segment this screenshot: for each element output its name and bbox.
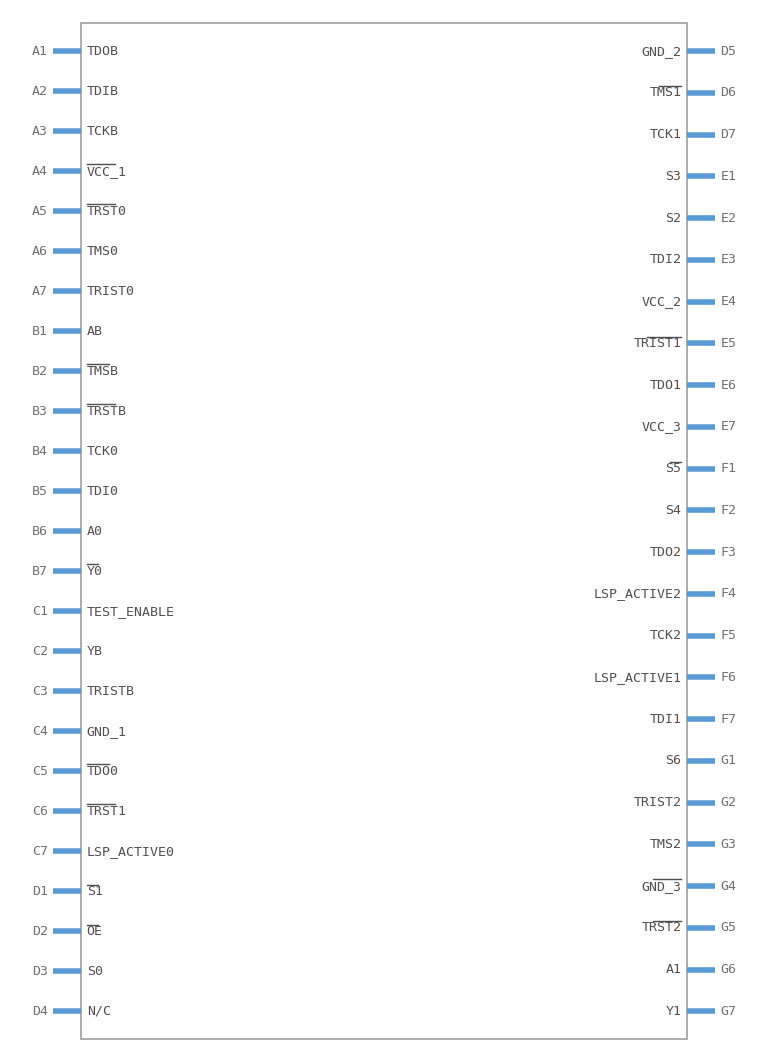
Text: TRST2: TRST2 (641, 922, 681, 934)
Text: C2: C2 (31, 645, 48, 658)
Text: TRISTB: TRISTB (87, 685, 134, 697)
Text: E6: E6 (720, 379, 737, 391)
Text: TEST_ENABLE: TEST_ENABLE (87, 605, 174, 618)
Text: B5: B5 (31, 485, 48, 498)
Text: G1: G1 (720, 754, 737, 767)
Text: S5: S5 (665, 462, 681, 476)
Text: C6: C6 (31, 805, 48, 817)
Text: TCK0: TCK0 (87, 445, 118, 458)
Text: G2: G2 (720, 796, 737, 809)
Text: LSP_ACTIVE2: LSP_ACTIVE2 (594, 587, 681, 601)
Text: F4: F4 (720, 587, 737, 601)
Text: F7: F7 (720, 712, 737, 726)
Text: E1: E1 (720, 169, 737, 183)
Text: A1: A1 (665, 964, 681, 976)
Text: G4: G4 (720, 879, 737, 893)
Text: TDO0: TDO0 (87, 765, 118, 777)
Text: Y1: Y1 (665, 1005, 681, 1018)
Text: A7: A7 (31, 285, 48, 298)
Text: TRST1: TRST1 (87, 805, 127, 817)
Text: D6: D6 (720, 86, 737, 99)
Text: OE: OE (87, 925, 103, 937)
Text: E4: E4 (720, 296, 737, 308)
Text: GND_2: GND_2 (641, 44, 681, 58)
Text: A3: A3 (31, 125, 48, 138)
Text: A4: A4 (31, 165, 48, 178)
Text: E3: E3 (720, 254, 737, 266)
Text: A0: A0 (87, 525, 103, 538)
Text: C5: C5 (31, 765, 48, 777)
Text: S4: S4 (665, 504, 681, 517)
Text: D7: D7 (720, 128, 737, 141)
Text: N/C: N/C (87, 1005, 111, 1018)
Text: TCKB: TCKB (87, 125, 118, 138)
Text: GND_3: GND_3 (641, 879, 681, 893)
Text: F5: F5 (720, 629, 737, 642)
Text: TDIB: TDIB (87, 84, 118, 98)
Text: A2: A2 (31, 84, 48, 98)
Text: S0: S0 (87, 965, 103, 978)
Text: F6: F6 (720, 671, 737, 684)
Text: C1: C1 (31, 605, 48, 618)
Text: AB: AB (87, 325, 103, 338)
Text: A1: A1 (31, 44, 48, 58)
Text: D4: D4 (31, 1005, 48, 1018)
Text: TCK1: TCK1 (650, 128, 681, 141)
Text: C3: C3 (31, 685, 48, 697)
Text: B1: B1 (31, 325, 48, 338)
Text: TMS2: TMS2 (650, 837, 681, 851)
Text: VCC_1: VCC_1 (87, 165, 127, 178)
Text: TRIST0: TRIST0 (87, 285, 134, 298)
Text: G6: G6 (720, 964, 737, 976)
Text: VCC_3: VCC_3 (641, 421, 681, 433)
Text: TDI0: TDI0 (87, 485, 118, 498)
Text: TRST0: TRST0 (87, 205, 127, 218)
Text: E7: E7 (720, 421, 737, 433)
Text: TMS0: TMS0 (87, 245, 118, 258)
Text: S3: S3 (665, 169, 681, 183)
Text: TDI1: TDI1 (650, 712, 681, 726)
Text: S2: S2 (665, 211, 681, 225)
Text: B3: B3 (31, 405, 48, 418)
Text: Y0: Y0 (87, 565, 103, 578)
Text: B4: B4 (31, 445, 48, 458)
Text: YB: YB (87, 645, 103, 658)
Text: C4: C4 (31, 725, 48, 737)
Bar (81, 23, 687, 1039)
Text: B7: B7 (31, 565, 48, 578)
Text: GND_1: GND_1 (87, 725, 127, 737)
Text: TCK2: TCK2 (650, 629, 681, 642)
Text: TDI2: TDI2 (650, 254, 681, 266)
Text: S1: S1 (87, 885, 103, 897)
Text: F2: F2 (720, 504, 737, 517)
Text: TDOB: TDOB (87, 44, 118, 58)
Text: G5: G5 (720, 922, 737, 934)
Text: G7: G7 (720, 1005, 737, 1018)
Text: TRIST1: TRIST1 (634, 337, 681, 350)
Text: LSP_ACTIVE0: LSP_ACTIVE0 (87, 845, 174, 857)
Text: TMS1: TMS1 (650, 86, 681, 99)
Text: TDO1: TDO1 (650, 379, 681, 391)
Text: E5: E5 (720, 337, 737, 350)
Text: C7: C7 (31, 845, 48, 857)
Text: VCC_2: VCC_2 (641, 296, 681, 308)
Text: D5: D5 (720, 44, 737, 58)
Text: A6: A6 (31, 245, 48, 258)
Text: F3: F3 (720, 546, 737, 559)
Text: D3: D3 (31, 965, 48, 978)
Text: LSP_ACTIVE1: LSP_ACTIVE1 (594, 671, 681, 684)
Text: E2: E2 (720, 211, 737, 225)
Text: D1: D1 (31, 885, 48, 897)
Text: TRSTB: TRSTB (87, 405, 127, 418)
Text: S6: S6 (665, 754, 681, 767)
Text: TDO2: TDO2 (650, 546, 681, 559)
Text: G3: G3 (720, 837, 737, 851)
Text: D2: D2 (31, 925, 48, 937)
Text: B6: B6 (31, 525, 48, 538)
Text: A5: A5 (31, 205, 48, 218)
Text: TRIST2: TRIST2 (634, 796, 681, 809)
Text: B2: B2 (31, 365, 48, 378)
Text: TMSB: TMSB (87, 365, 118, 378)
Text: F1: F1 (720, 462, 737, 476)
